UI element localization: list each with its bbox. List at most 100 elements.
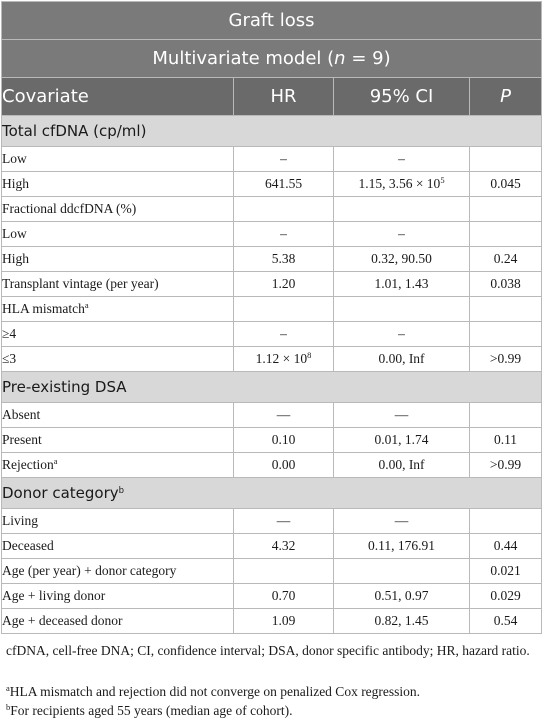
hr-cell: — bbox=[233, 508, 334, 534]
row-label: Transplant vintage (per year) bbox=[1, 271, 234, 297]
ci-cell: 0.01, 1.74 bbox=[333, 427, 470, 453]
table-row: High 5.38 0.32, 90.50 0.24 bbox=[1, 246, 542, 272]
row-label: HLA mismatcha bbox=[1, 296, 234, 322]
row-label: Absent bbox=[1, 402, 234, 428]
table-row: Age (per year) + donor category 0.021 bbox=[1, 558, 542, 584]
table-row: Low – – bbox=[1, 221, 542, 247]
p-cell bbox=[468, 321, 542, 347]
model-row: Multivariate model (n = 9) bbox=[0, 39, 542, 78]
footnote-abbreviations: cfDNA, cell-free DNA; CI, confidence int… bbox=[6, 643, 530, 658]
hr-cell: 0.70 bbox=[233, 583, 334, 609]
table-row: ≥4 – – bbox=[1, 321, 542, 347]
row-label: Low bbox=[1, 146, 234, 172]
ci-cell: 0.00, Inf bbox=[333, 346, 470, 372]
hr-cell: – bbox=[233, 146, 334, 172]
p-cell: 0.54 bbox=[468, 608, 542, 634]
ci-cell: 0.11, 176.91 bbox=[333, 533, 470, 559]
table-row: Fractional ddcfDNA (%) bbox=[1, 196, 542, 222]
ci-cell bbox=[333, 196, 470, 222]
ci-cell: 1.01, 1.43 bbox=[333, 271, 470, 297]
column-header-row: Covariate HR 95% CI P bbox=[1, 77, 542, 116]
ci-cell: – bbox=[333, 146, 470, 172]
hr-cell: 0.10 bbox=[233, 427, 334, 453]
row-label: Rejectiona bbox=[1, 452, 234, 478]
row-label: ≥4 bbox=[1, 321, 234, 347]
ci-cell bbox=[333, 296, 470, 322]
row-label: Living bbox=[1, 508, 234, 534]
row-label: Fractional ddcfDNA (%) bbox=[1, 196, 234, 222]
ci-cell: 0.51, 0.97 bbox=[333, 583, 470, 609]
hr-cell bbox=[233, 196, 334, 222]
model-title: Multivariate model (n = 9) bbox=[0, 39, 542, 78]
row-label: Age + living donor bbox=[1, 583, 234, 609]
ci-cell: 0.00, Inf bbox=[333, 452, 470, 478]
table-row: HLA mismatcha bbox=[1, 296, 542, 322]
row-label: Deceased bbox=[1, 533, 234, 559]
table-row: High 641.55 1.15, 3.56 × 105 0.045 bbox=[1, 171, 542, 197]
section-row: Pre-existing DSA bbox=[0, 371, 542, 403]
hr-cell bbox=[233, 296, 334, 322]
col-header-covariate: Covariate bbox=[1, 77, 234, 116]
ci-cell bbox=[333, 558, 470, 584]
caption-row: Graft loss bbox=[0, 1, 542, 40]
hr-cell: 5.38 bbox=[233, 246, 334, 272]
row-label: Low bbox=[1, 221, 234, 247]
section-total-cfdna: Total cfDNA (cp/ml) bbox=[0, 115, 542, 147]
hr-cell: 0.00 bbox=[233, 452, 334, 478]
section-row: Donor categoryb bbox=[0, 477, 542, 509]
col-header-hr: HR bbox=[233, 77, 334, 116]
col-header-p: P bbox=[468, 77, 542, 116]
footnote-a: aHLA mismatch and rejection did not conv… bbox=[6, 683, 421, 699]
ci-cell: 0.82, 1.45 bbox=[333, 608, 470, 634]
table-row: Living — — bbox=[1, 508, 542, 534]
p-cell: 0.11 bbox=[468, 427, 542, 453]
row-label: ≤3 bbox=[1, 346, 234, 372]
ci-cell: – bbox=[333, 321, 470, 347]
p-cell bbox=[468, 221, 542, 247]
ci-cell: 1.15, 3.56 × 105 bbox=[333, 171, 470, 197]
p-cell: 0.44 bbox=[468, 533, 542, 559]
p-cell: >0.99 bbox=[468, 346, 542, 372]
p-cell bbox=[468, 508, 542, 534]
hr-cell: 641.55 bbox=[233, 171, 334, 197]
p-cell bbox=[468, 296, 542, 322]
p-cell: 0.021 bbox=[468, 558, 542, 584]
p-cell bbox=[468, 402, 542, 428]
hr-cell: 1.12 × 108 bbox=[233, 346, 334, 372]
p-cell: 0.24 bbox=[468, 246, 542, 272]
p-cell: 0.038 bbox=[468, 271, 542, 297]
table-row: ≤3 1.12 × 108 0.00, Inf >0.99 bbox=[1, 346, 542, 372]
table-row: Age + living donor 0.70 0.51, 0.97 0.029 bbox=[1, 583, 542, 609]
row-label: High bbox=[1, 246, 234, 272]
section-donor-category: Donor categoryb bbox=[0, 477, 542, 509]
hr-cell: — bbox=[233, 402, 334, 428]
hr-cell: – bbox=[233, 221, 334, 247]
table-row: Age + deceased donor 1.09 0.82, 1.45 0.5… bbox=[1, 608, 542, 634]
row-label: Age (per year) + donor category bbox=[1, 558, 234, 584]
row-label: High bbox=[1, 171, 234, 197]
section-pre-existing-dsa: Pre-existing DSA bbox=[0, 371, 542, 403]
p-cell: 0.045 bbox=[468, 171, 542, 197]
hr-cell: 4.32 bbox=[233, 533, 334, 559]
col-header-ci: 95% CI bbox=[333, 77, 470, 116]
hr-cell: 1.09 bbox=[233, 608, 334, 634]
p-cell: 0.029 bbox=[468, 583, 542, 609]
hr-cell bbox=[233, 558, 334, 584]
hr-cell: 1.20 bbox=[233, 271, 334, 297]
ci-cell: — bbox=[333, 402, 470, 428]
ci-cell: 0.32, 90.50 bbox=[333, 246, 470, 272]
row-label: Age + deceased donor bbox=[1, 608, 234, 634]
table-row: Deceased 4.32 0.11, 176.91 0.44 bbox=[1, 533, 542, 559]
table-row: Present 0.10 0.01, 1.74 0.11 bbox=[1, 427, 542, 453]
section-row: Total cfDNA (cp/ml) bbox=[0, 115, 542, 147]
hr-cell: – bbox=[233, 321, 334, 347]
p-cell bbox=[468, 146, 542, 172]
table-row: Transplant vintage (per year) 1.20 1.01,… bbox=[1, 271, 542, 297]
row-label: Present bbox=[1, 427, 234, 453]
footnote-b: bFor recipients aged 55 years (median ag… bbox=[6, 702, 293, 718]
p-cell bbox=[468, 196, 542, 222]
table-row: Absent — — bbox=[1, 402, 542, 428]
p-cell: >0.99 bbox=[468, 452, 542, 478]
results-table: Graft loss Multivariate model (n = 9) Co… bbox=[0, 1, 542, 634]
ci-cell: — bbox=[333, 508, 470, 534]
